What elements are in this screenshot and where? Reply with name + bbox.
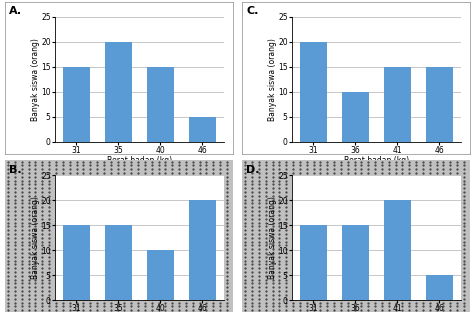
Text: D.: D. [246, 165, 260, 175]
Text: B.: B. [9, 165, 22, 175]
Text: C.: C. [246, 6, 259, 16]
Text: A.: A. [9, 6, 22, 16]
